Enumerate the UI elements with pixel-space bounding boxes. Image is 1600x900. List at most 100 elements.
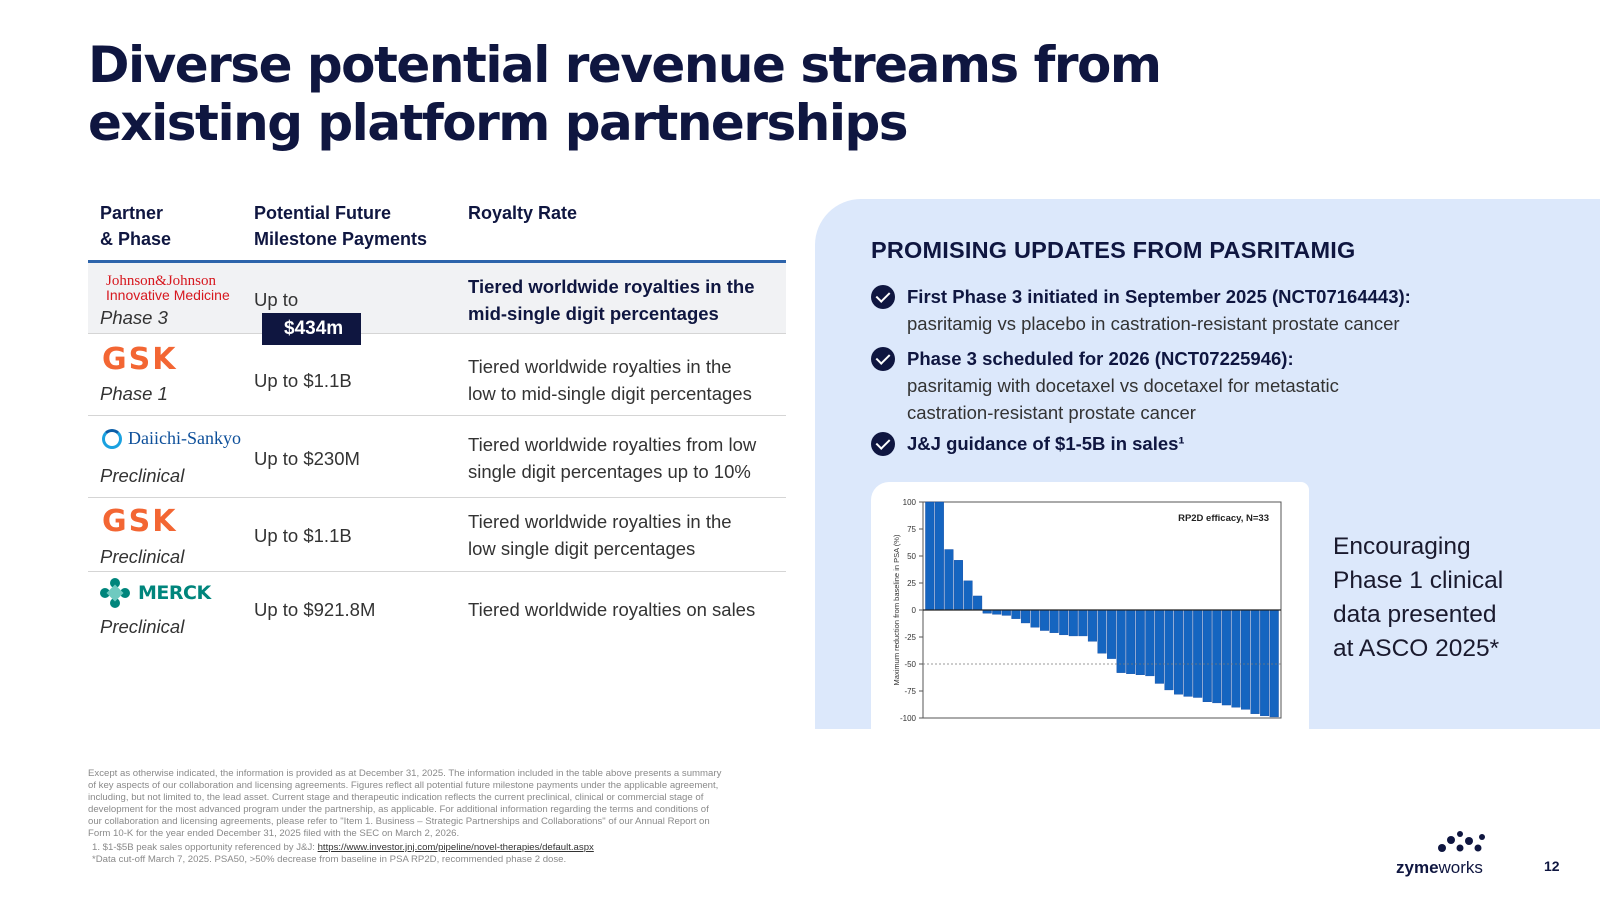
gsk-logo: GSK xyxy=(102,342,178,377)
merck-icon xyxy=(100,578,130,608)
phase-label: Preclinical xyxy=(100,616,185,637)
header-milestone-line2: Milestone Payments xyxy=(254,229,428,249)
slide-title: Diverse potential revenue streams from e… xyxy=(88,36,1188,152)
y-tick-label: -75 xyxy=(904,687,916,696)
phase-label: Preclinical xyxy=(100,546,185,567)
chart-bar xyxy=(1107,609,1117,659)
footnote-1-link[interactable]: https://www.investor.jnj.com/pipeline/no… xyxy=(317,842,594,853)
y-tick-label: -50 xyxy=(904,660,916,669)
chart-bar xyxy=(1174,609,1184,695)
table-row-jnj: Johnson&Johnson Innovative Medicine Phas… xyxy=(88,263,786,345)
header-partner-line2: & Phase xyxy=(100,229,172,249)
milestone-prefix: Up to xyxy=(254,289,299,310)
header-royalty: Royalty Rate xyxy=(468,203,578,223)
chart-bar xyxy=(1260,609,1270,717)
jnj-logo-line2: Innovative Medicine xyxy=(106,287,230,303)
jnj-logo: Johnson&Johnson Innovative Medicine xyxy=(106,273,230,303)
phase-label: Preclinical xyxy=(100,465,185,486)
check-circle-icon xyxy=(871,347,895,371)
y-tick-label: -100 xyxy=(900,714,917,723)
royalty-line2: low single digit percentages xyxy=(468,538,696,559)
royalty-line1: Tiered worldwide royalties in the xyxy=(468,511,732,532)
chart-bar xyxy=(1001,609,1011,616)
logo-bold: zyme xyxy=(1396,858,1439,877)
chart-annotation: RP2D efficacy, N=33 xyxy=(1178,513,1269,524)
y-axis-label: Maximum reduction from baseline in PSA (… xyxy=(892,534,901,685)
bullet-body-line: pasritamig vs placebo in castration-resi… xyxy=(907,313,1400,334)
chart-bar xyxy=(1193,609,1203,698)
milestone-value: Up to $1.1B xyxy=(254,370,352,391)
milestone-value: Up to $434m xyxy=(254,286,362,345)
jnj-logo-line1: Johnson&Johnson xyxy=(106,273,217,289)
chart-bar xyxy=(925,501,935,611)
header-milestone: Potential Future Milestone Payments xyxy=(254,200,427,252)
y-tick-label: 25 xyxy=(907,579,916,588)
milestone-value: Up to $230M xyxy=(254,448,360,469)
chart-bar xyxy=(1116,609,1126,673)
milestone-value: Up to $1.1B xyxy=(254,525,352,546)
pasritamig-panel: PROMISING UPDATES FROM PASRITAMIG First … xyxy=(815,199,1600,729)
slide-title-line1: Diverse potential revenue streams from xyxy=(88,36,1162,94)
daiichi-sankyo-logo: Daiichi-Sankyo xyxy=(102,428,241,449)
footnote-1: 1. $1-$5B peak sales opportunity referen… xyxy=(92,842,788,854)
y-tick-label: 50 xyxy=(907,552,916,561)
footnote-line: of key aspects of our collaboration and … xyxy=(88,780,719,791)
y-tick-label: 0 xyxy=(912,606,917,615)
encourage-line: at ASCO 2025* xyxy=(1333,635,1500,662)
footnote-line: our collaboration and licensing agreemen… xyxy=(88,816,710,827)
royalty-value: Tiered worldwide royalties on sales xyxy=(468,599,756,620)
page-number: 12 xyxy=(1544,858,1560,874)
royalty-line2: single digit percentages up to 10% xyxy=(468,461,751,482)
royalty-line1: Tiered worldwide royalties in the xyxy=(468,356,732,377)
chart-bar xyxy=(1202,609,1212,703)
logo-light: works xyxy=(1438,858,1483,877)
table-row-daiichi: Daiichi-Sankyo Preclinical Up to $230M T… xyxy=(88,416,786,498)
royalty-value: Tiered worldwide royalties in the low si… xyxy=(468,508,732,562)
milestone-badge: $434m xyxy=(262,313,362,345)
footnote-line: development for the most advanced progra… xyxy=(88,804,709,815)
header-partner: Partner & Phase xyxy=(100,200,171,252)
table-header: Partner & Phase Potential Future Milesto… xyxy=(88,196,786,263)
footnote-line: Except as otherwise indicated, the infor… xyxy=(88,768,722,779)
chart-bar xyxy=(1011,609,1021,619)
daiichi-circle-icon xyxy=(102,428,122,449)
bullet-body-line: pasritamig with docetaxel vs docetaxel f… xyxy=(907,375,1339,396)
zymeworks-logo: zymeworks xyxy=(1396,828,1516,878)
chart-bar xyxy=(1059,609,1069,636)
panel-heading: PROMISING UPDATES FROM PASRITAMIG xyxy=(871,237,1356,263)
encourage-line: Encouraging xyxy=(1333,533,1471,560)
chart-bar xyxy=(1135,609,1145,676)
chart-bar xyxy=(1078,609,1088,637)
footnotes: Except as otherwise indicated, the infor… xyxy=(88,768,788,866)
bullet-head: First Phase 3 initiated in September 202… xyxy=(907,286,1411,307)
check-circle-icon xyxy=(871,432,895,456)
merck-logo-text: MERCK xyxy=(138,582,211,604)
chart-bar xyxy=(992,609,1002,615)
phase-label: Phase 3 xyxy=(100,307,168,328)
header-milestone-line1: Potential Future xyxy=(254,203,392,223)
gsk-logo: GSK xyxy=(102,504,178,539)
royalty-line2: low to mid-single digit percentages xyxy=(468,383,752,404)
partnership-table: Partner & Phase Potential Future Milesto… xyxy=(88,196,786,652)
royalty-value: Tiered worldwide royalties from low sing… xyxy=(468,431,756,485)
chart-bar xyxy=(1049,609,1059,633)
bullet-body-line: castration-resistant prostate cancer xyxy=(907,402,1196,423)
chart-bar xyxy=(1154,609,1164,684)
check-circle-icon xyxy=(871,285,895,309)
chart-bar xyxy=(1212,609,1222,704)
table-row-gsk-phase1: GSK Phase 1 Up to $1.1B Tiered worldwide… xyxy=(88,334,786,416)
chart-bar xyxy=(1145,609,1155,677)
chart-bar xyxy=(934,501,944,611)
footnote-2: *Data cut-off March 7, 2025. PSA50, >50%… xyxy=(92,854,567,865)
chart-bar xyxy=(1040,609,1050,631)
chart-bar xyxy=(1087,609,1097,642)
phase-label: Phase 1 xyxy=(100,383,168,404)
daiichi-logo-text: Daiichi-Sankyo xyxy=(128,428,241,448)
y-tick-label: 100 xyxy=(903,498,917,507)
royalty-value: Tiered worldwide royalties in the mid-si… xyxy=(468,273,754,327)
waterfall-chart: 100 75 50 25 0 -25 -50 -75 -100 Maximum reduction… xyxy=(871,482,1309,729)
footnote-line: Form 10-K for the year ended December 31… xyxy=(88,828,460,839)
encourage-line: data presented xyxy=(1333,601,1497,628)
royalty-line2: mid-single digit percentages xyxy=(468,303,719,324)
chart-bar xyxy=(1183,609,1193,697)
